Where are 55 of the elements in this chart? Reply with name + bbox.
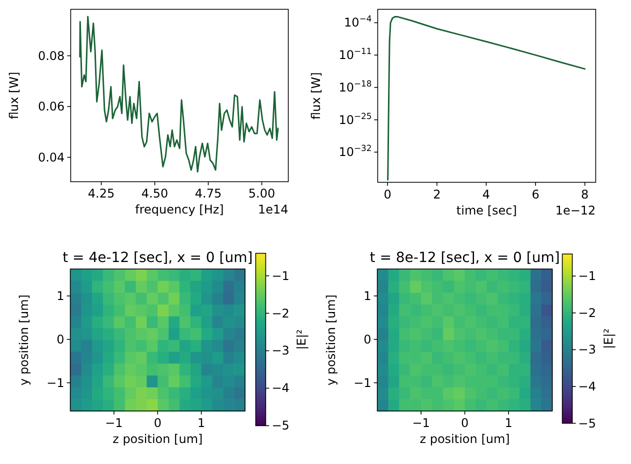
text: 1e14 bbox=[258, 202, 288, 217]
x-axis-title: z position [um] bbox=[112, 432, 203, 446]
x-tick-label: −1 bbox=[105, 416, 123, 430]
color-bar-label: −5 bbox=[272, 418, 290, 433]
x-tick-label: 2 bbox=[433, 187, 441, 202]
text: 1e−12 bbox=[555, 203, 596, 218]
x-tick-label: 1 bbox=[198, 416, 206, 430]
x-tick-label: 8 bbox=[581, 187, 589, 202]
color-bar-label: −1 bbox=[578, 269, 596, 284]
y-tick-label: 0.06 bbox=[38, 100, 65, 114]
y-tick-label: −1 bbox=[354, 376, 372, 390]
color-bar-label: −1 bbox=[272, 268, 290, 283]
y-axis-title: flux [W] bbox=[7, 72, 21, 120]
y-tick-label: 10$^{−11}$ bbox=[338, 46, 372, 62]
x-axis-title: z position [um] bbox=[420, 432, 510, 446]
x-axis-title: time [sec] bbox=[456, 203, 517, 218]
color-bar-title: |E|² bbox=[601, 328, 616, 349]
color-bar-label: −2 bbox=[578, 306, 596, 320]
color-bar-label: −4 bbox=[272, 381, 290, 396]
color-bar-label: −2 bbox=[272, 306, 290, 320]
x-tick-label: 4.50 bbox=[141, 186, 168, 201]
y-axis-title: flux [W] bbox=[309, 72, 323, 120]
color-bar-label: −5 bbox=[578, 416, 596, 430]
x-tick-label: 4 bbox=[482, 187, 490, 202]
line-series bbox=[387, 16, 586, 181]
x-tick-label: 4.75 bbox=[194, 186, 222, 201]
x-tick-label: 4.25 bbox=[88, 186, 115, 201]
x-tick-label: −1 bbox=[412, 416, 430, 430]
color-bar-label: −4 bbox=[578, 379, 596, 394]
x-tick-label: 1 bbox=[504, 416, 512, 430]
x-tick-label: 6 bbox=[532, 187, 540, 202]
color-bar-title: |E|² bbox=[294, 329, 309, 350]
y-tick-label: 0 bbox=[56, 332, 64, 346]
y-tick-label: 1 bbox=[364, 288, 372, 303]
line-series bbox=[79, 16, 279, 173]
y-tick-label: 10$^{−4}$ bbox=[344, 14, 372, 30]
color-bar-label: −3 bbox=[578, 342, 596, 357]
x-tick-label: 5.00 bbox=[248, 186, 276, 201]
y-tick-label: 0 bbox=[364, 332, 372, 346]
x-tick-label: 0 bbox=[460, 416, 469, 430]
y-tick-label: 10$^{−32}$ bbox=[338, 143, 372, 160]
chart-title: t = 8e-12 [sec], x = 0 [um] bbox=[370, 250, 560, 266]
y-axis-title: y position [um] bbox=[324, 294, 338, 386]
chart-title: t = 4e-12 [sec], x = 0 [um] bbox=[62, 250, 253, 266]
color-bar-label: −3 bbox=[272, 344, 290, 358]
y-axis-title: y position [um] bbox=[17, 294, 31, 386]
x-tick-label: 0 bbox=[154, 416, 162, 430]
y-tick-label: 10$^{−25}$ bbox=[338, 110, 372, 127]
x-axis-title: frequency [Hz] bbox=[135, 202, 224, 217]
x-tick-label: 0 bbox=[384, 187, 392, 202]
y-tick-label: 0.08 bbox=[38, 48, 65, 63]
y-tick-label: 1 bbox=[56, 288, 64, 303]
y-tick-label: −1 bbox=[46, 376, 64, 390]
y-tick-label: 10$^{−18}$ bbox=[338, 78, 372, 94]
y-tick-label: 0.04 bbox=[38, 150, 65, 164]
